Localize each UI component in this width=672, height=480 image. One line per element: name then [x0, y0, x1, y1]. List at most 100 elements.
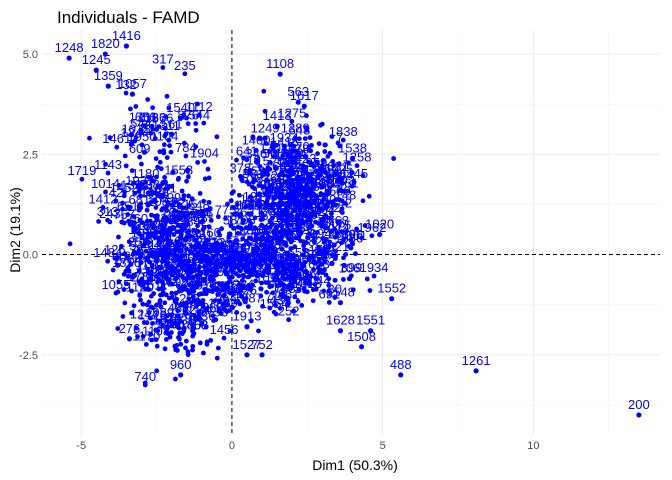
- cloud-point: [248, 226, 253, 231]
- data-point: [302, 104, 307, 109]
- cloud-point: [273, 228, 278, 233]
- cloud-point: [155, 344, 160, 349]
- cloud-point: [219, 311, 224, 316]
- y-tick-label: 0.0: [23, 250, 38, 262]
- chart-title: Individuals - FAMD: [57, 8, 200, 27]
- data-point-label: 1261: [462, 353, 491, 368]
- cloud-point: [150, 250, 155, 255]
- cloud-point: [176, 335, 181, 340]
- data-point-label: 719: [239, 152, 261, 167]
- cloud-point: [218, 244, 223, 249]
- cloud-point: [212, 269, 217, 274]
- y-tick-label: 2.5: [23, 149, 38, 161]
- cloud-point: [264, 226, 269, 231]
- cloud-point: [243, 205, 248, 210]
- cloud-point: [158, 293, 163, 298]
- data-point-label: 1617: [290, 88, 319, 103]
- cloud-point: [179, 225, 184, 230]
- cloud-point: [154, 175, 159, 180]
- cloud-point: [161, 256, 166, 261]
- cloud-point: [194, 128, 199, 133]
- cloud-point: [292, 160, 297, 165]
- cloud-point: [230, 275, 235, 280]
- cloud-point: [119, 220, 124, 225]
- data-point-label: 1628: [326, 313, 355, 328]
- cloud-point: [228, 329, 233, 334]
- data-point-label: 1508: [347, 329, 376, 344]
- cloud-point: [120, 201, 125, 206]
- data-point-label: 1416: [112, 28, 141, 43]
- data-point: [398, 372, 403, 377]
- cloud-point-label: 1838: [329, 124, 358, 139]
- cloud-point: [303, 260, 308, 265]
- cloud-point: [247, 182, 252, 187]
- cloud-point: [286, 193, 291, 198]
- cloud-point: [170, 170, 175, 175]
- data-point: [259, 352, 264, 357]
- cloud-point: [368, 288, 373, 293]
- data-point-label: 200: [628, 397, 650, 412]
- cloud-point: [191, 275, 196, 280]
- cloud-point: [353, 251, 358, 256]
- data-point: [124, 43, 129, 48]
- cloud-point: [154, 205, 159, 210]
- cloud-point: [196, 274, 201, 279]
- cloud-point: [391, 156, 396, 161]
- cloud-point: [269, 239, 274, 244]
- data-point-label: 488: [390, 357, 412, 372]
- cloud-point: [191, 289, 196, 294]
- cloud-point: [278, 230, 283, 235]
- cloud-point: [198, 191, 203, 196]
- data-point: [67, 55, 72, 60]
- cloud-point: [301, 166, 306, 171]
- cloud-point: [308, 135, 313, 140]
- cloud-point: [150, 178, 155, 183]
- data-point: [106, 84, 111, 89]
- y-axis-label: Dim2 (19.1%): [7, 187, 23, 273]
- cloud-point: [131, 275, 136, 280]
- cloud-point: [261, 257, 266, 262]
- cloud-point: [240, 220, 245, 225]
- x-axis-label: Dim1 (50.3%): [312, 457, 398, 473]
- cloud-point: [191, 294, 196, 299]
- cloud-point: [266, 195, 271, 200]
- cloud-point: [201, 351, 206, 356]
- cloud-point: [177, 242, 182, 247]
- data-point: [347, 276, 352, 281]
- data-point: [293, 136, 298, 141]
- data-point-label: 561: [161, 116, 183, 131]
- cloud-point: [232, 226, 237, 231]
- cloud-point: [198, 291, 203, 296]
- cloud-point-label: 252: [278, 304, 300, 319]
- cloud-point: [311, 267, 316, 272]
- cloud-point: [219, 283, 224, 288]
- cloud-point: [259, 281, 264, 286]
- cloud-point: [149, 294, 154, 299]
- cloud-point: [145, 97, 150, 102]
- cloud-point: [279, 195, 284, 200]
- cloud-point: [144, 256, 149, 261]
- data-point-label: 960: [170, 357, 192, 372]
- cloud-point: [181, 329, 186, 334]
- cloud-point: [122, 251, 127, 256]
- cloud-point: [304, 113, 309, 118]
- cloud-point-label: 1337: [154, 264, 183, 279]
- cloud-point: [165, 155, 170, 160]
- data-point: [278, 72, 283, 77]
- cloud-point: [271, 146, 276, 151]
- cloud-point: [137, 292, 142, 297]
- cloud-point: [155, 328, 160, 333]
- cloud-point: [150, 231, 155, 236]
- data-point-label: 1248: [55, 40, 84, 55]
- data-point-label: 276: [119, 321, 141, 336]
- cloud-point: [175, 348, 180, 353]
- cloud-point: [184, 339, 189, 344]
- cloud-point: [232, 212, 237, 217]
- data-point: [359, 344, 364, 349]
- cloud-point: [205, 268, 210, 273]
- cloud-point: [174, 291, 179, 296]
- cloud-point: [256, 329, 261, 334]
- cloud-point-label: 1376: [264, 177, 293, 192]
- cloud-point: [277, 201, 282, 206]
- cloud-point: [182, 238, 187, 243]
